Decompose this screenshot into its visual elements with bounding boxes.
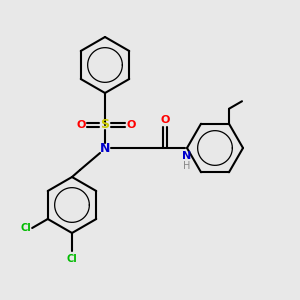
Text: O: O [160,115,170,125]
Text: S: S [100,118,109,131]
Text: O: O [76,120,86,130]
Text: Cl: Cl [67,254,77,264]
Text: Cl: Cl [21,223,32,233]
Text: N: N [100,142,110,154]
Text: N: N [182,151,192,161]
Text: H: H [183,161,191,171]
Text: O: O [126,120,136,130]
